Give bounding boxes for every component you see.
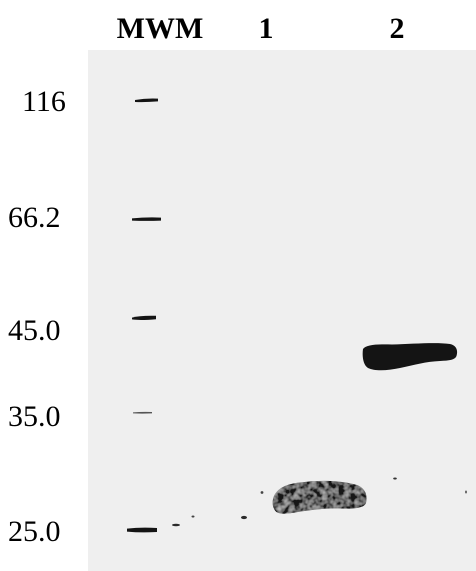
lane-1-band — [272, 480, 367, 514]
debris-speck — [241, 515, 247, 520]
marker-label-66-2: 66.2 — [8, 201, 61, 234]
debris-speck — [191, 515, 195, 518]
ladder-band-116 — [135, 98, 158, 103]
marker-label-35-0: 35.0 — [8, 400, 61, 433]
lane-label-1: 1 — [259, 12, 274, 45]
ladder-band-35-0 — [133, 411, 152, 414]
lane-2-band — [362, 343, 458, 371]
ladder-band-25-0 — [127, 527, 157, 533]
lane-label-mwm: MWM — [117, 12, 204, 45]
debris-speck — [172, 523, 180, 527]
marker-label-116: 116 — [22, 85, 66, 118]
lane-label-2: 2 — [390, 12, 405, 45]
ladder-band-45-0 — [132, 315, 156, 320]
marker-label-45-0: 45.0 — [8, 314, 61, 347]
debris-speck — [393, 477, 397, 480]
membrane-background — [88, 50, 476, 571]
debris-speck — [465, 490, 467, 494]
ladder-band-66-2 — [132, 217, 161, 221]
marker-label-25-0: 25.0 — [8, 515, 61, 548]
debris-speck — [260, 491, 264, 494]
